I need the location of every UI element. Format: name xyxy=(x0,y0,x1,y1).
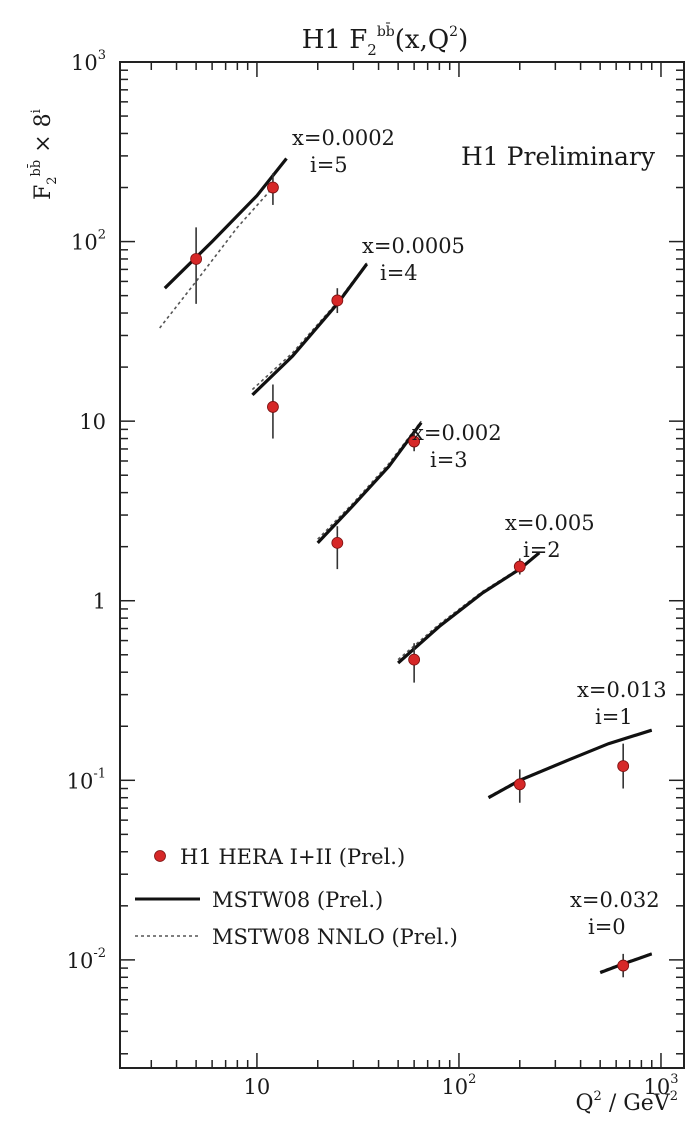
x-tick-label: 102 xyxy=(441,1072,476,1099)
y-tick-label: 1 xyxy=(93,590,106,614)
y-tick-label-exp: 3 xyxy=(98,48,106,63)
y-axis-label: F2bb̄ × 8i xyxy=(27,109,60,200)
series-3-i-label: i=2 xyxy=(523,538,561,562)
series-5-x-label: x=0.032 xyxy=(570,888,660,912)
series-0-i-label: i=5 xyxy=(310,153,348,177)
series-5-i-label: i=0 xyxy=(588,915,626,939)
series-1-data-point xyxy=(331,294,344,307)
series-1-mstw-curve xyxy=(251,263,369,397)
legend-entry-label: MSTW08 NNLO (Prel.) xyxy=(212,925,458,949)
chart-title-tail-sup: 2 xyxy=(449,24,458,40)
series-1-nnlo-curve xyxy=(251,262,368,391)
x-axis-label-main: Q xyxy=(576,1091,594,1116)
series-0-x-label: x=0.0002 xyxy=(292,126,395,150)
series-2-i-label: i=3 xyxy=(430,448,468,472)
series-2-nnlo-curve xyxy=(317,420,422,540)
x-axis-label-sup: 2 xyxy=(594,1089,602,1104)
series-4-x-label: x=0.013 xyxy=(577,678,667,702)
y-tick-label: 10 xyxy=(79,410,106,434)
y-tick-label-exp: 2 xyxy=(98,228,106,243)
chart-title-sup: bb̄ xyxy=(377,22,395,40)
series-2-data-point xyxy=(408,435,421,448)
chart-title-sub: 2 xyxy=(367,41,377,59)
series-2-x-label: x=0.002 xyxy=(412,421,502,445)
y-axis-label-main: F xyxy=(31,185,56,200)
chart-title-end: ) xyxy=(458,25,468,55)
series-3-nnlo-curve xyxy=(397,551,540,661)
series-1-x-label: x=0.0005 xyxy=(362,234,465,258)
y-tick-label-exp: -2 xyxy=(93,946,106,961)
series-1-data-point xyxy=(267,401,279,413)
x-tick-label-base: 10 xyxy=(441,1075,468,1099)
y-tick-label-base: 10 xyxy=(71,231,98,255)
x-tick-label: 103 xyxy=(643,1072,678,1099)
x-tick-label-exp: 3 xyxy=(670,1072,678,1087)
chart-title: H1 F2bb̄(x,Q2) xyxy=(302,22,468,59)
y-tick-label-base: 10 xyxy=(71,51,98,75)
series-2-mstw-curve xyxy=(316,421,423,545)
y-axis-label-tail: × 8 xyxy=(31,113,56,159)
y-tick-label: 10-2 xyxy=(67,946,106,973)
series-curves xyxy=(159,157,653,975)
x-axis-label: Q2 / GeV2 xyxy=(576,1089,679,1116)
legend: H1 HERA I+II (Prel.) MSTW08 (Prel.) MSTW08… xyxy=(135,845,458,949)
series-3-x-label: x=0.005 xyxy=(505,511,595,535)
series-5-data-point xyxy=(617,959,630,972)
axis-ticks xyxy=(120,61,684,1068)
series-1-i-label: i=4 xyxy=(380,261,418,285)
x-tick-label: 10 xyxy=(244,1075,271,1099)
series-0-nnlo-curve xyxy=(159,186,274,329)
y-axis-label-sup: bb̄ xyxy=(27,160,44,177)
series-2-data-point xyxy=(331,536,344,549)
series-4-data-point xyxy=(617,760,630,772)
series-labels: x=0.0002 i=5 x=0.0005 i=4 x=0.002 i=3 x=0.005 i… xyxy=(292,126,667,939)
y-tick-label: 10-1 xyxy=(67,766,106,793)
series-3-mstw-curve xyxy=(397,551,541,665)
series-points xyxy=(190,173,630,978)
x-axis-label-tail-sup: 2 xyxy=(670,1089,678,1104)
legend-entry-label: MSTW08 (Prel.) xyxy=(212,888,383,912)
y-axis-label-sub: 2 xyxy=(45,176,60,184)
series-3-data-point xyxy=(513,560,526,573)
legend-marker-swatch xyxy=(154,850,166,862)
x-tick-label-base: 10 xyxy=(643,1075,670,1099)
series-4-i-label: i=1 xyxy=(595,705,633,729)
series-0-data-point xyxy=(190,253,203,265)
legend-entry-label: H1 HERA I+II (Prel.) xyxy=(180,845,405,869)
series-3-data-point xyxy=(408,653,421,666)
y-tick-label: 102 xyxy=(71,228,106,255)
y-tick-label-base: 10 xyxy=(67,769,94,793)
series-0-mstw-curve xyxy=(163,157,288,290)
x-axis-label-tail: / GeV xyxy=(602,1091,671,1116)
series-4-data-point xyxy=(513,778,526,791)
y-tick-label-base: 10 xyxy=(67,949,94,973)
y-tick-label: 103 xyxy=(71,48,106,75)
chart-title-main: H1 F xyxy=(302,25,368,55)
x-tick-label-exp: 2 xyxy=(468,1072,476,1087)
y-tick-label-base: 1 xyxy=(93,590,106,614)
y-tick-label-base: 10 xyxy=(79,410,106,434)
x-tick-label-base: 10 xyxy=(244,1075,271,1099)
chart-title-tail: (x,Q xyxy=(395,25,449,55)
y-tick-label-exp: -1 xyxy=(93,766,106,781)
series-0-data-point xyxy=(267,181,279,194)
preliminary-label: H1 Preliminary xyxy=(461,142,656,171)
y-axis-label-tail-sup: i xyxy=(29,109,44,113)
series-4-mstw-curve xyxy=(487,728,653,800)
plot-frame xyxy=(119,61,685,1069)
y-axis-label-text: F2bb̄ × 8i xyxy=(27,109,60,200)
